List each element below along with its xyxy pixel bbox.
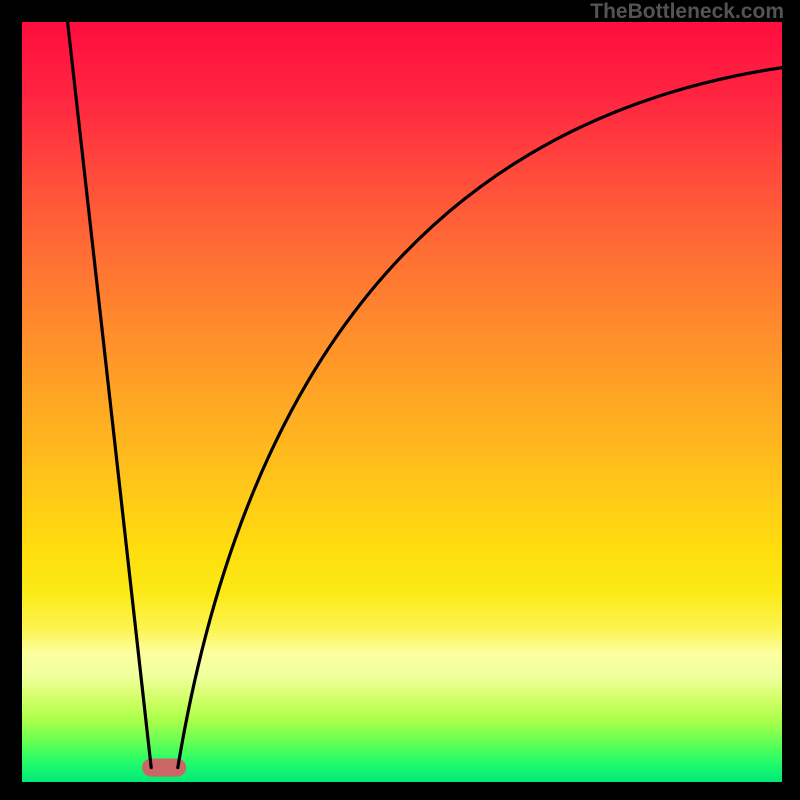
curve-left-branch	[68, 22, 152, 768]
curve-overlay	[22, 22, 782, 782]
watermark-text: TheBottleneck.com	[590, 0, 784, 24]
curve-right-branch	[178, 68, 782, 768]
plot-area	[22, 22, 782, 782]
chart-container: TheBottleneck.com	[0, 0, 800, 800]
